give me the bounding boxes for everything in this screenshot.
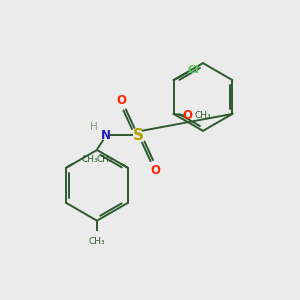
Text: O: O bbox=[150, 164, 160, 176]
Text: S: S bbox=[133, 128, 144, 143]
Text: Cl: Cl bbox=[188, 65, 199, 75]
Text: N: N bbox=[101, 129, 111, 142]
Text: O: O bbox=[116, 94, 126, 107]
Text: O: O bbox=[183, 109, 193, 122]
Text: CH₃: CH₃ bbox=[81, 155, 98, 164]
Text: CH₃: CH₃ bbox=[195, 111, 212, 120]
Text: CH₃: CH₃ bbox=[89, 238, 105, 246]
Text: CH₃: CH₃ bbox=[96, 155, 113, 164]
Text: H: H bbox=[90, 122, 97, 132]
